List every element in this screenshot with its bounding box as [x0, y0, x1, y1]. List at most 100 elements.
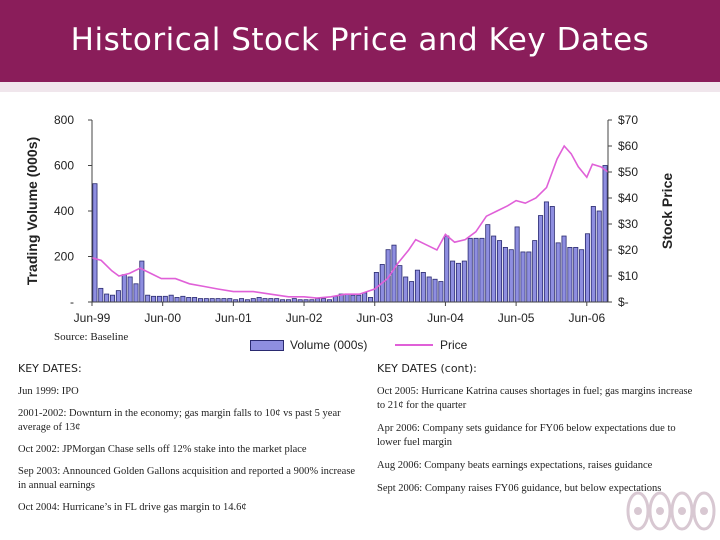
y2-tick-label: $20: [618, 243, 638, 257]
volume-bar: [555, 242, 561, 303]
volume-bar: [215, 298, 221, 303]
volume-bar: [438, 281, 444, 303]
volume-bar: [203, 298, 209, 303]
x-tick-label: Jun-06: [568, 311, 605, 325]
legend-volume-swatch: [250, 340, 284, 351]
volume-bar: [590, 206, 596, 303]
title-divider: [0, 82, 720, 92]
volume-bar: [368, 297, 374, 303]
volume-bar: [156, 295, 162, 303]
volume-bar: [110, 294, 116, 303]
volume-bar: [532, 240, 538, 303]
volume-bar: [197, 298, 203, 303]
volume-bar: [344, 293, 350, 303]
volume-bar: [262, 298, 268, 303]
key-dates-right: KEY DATES (cont): Oct 2005: Hurricane Ka…: [377, 362, 702, 505]
volume-bar: [221, 298, 227, 303]
volume-bar: [127, 276, 133, 303]
title-bar: Historical Stock Price and Key Dates: [0, 0, 720, 82]
volume-bar: [186, 297, 192, 303]
volume-bar: [526, 251, 532, 303]
volume-bar: [356, 294, 362, 303]
x-tick-label: Jun-05: [498, 311, 535, 325]
x-tick-label: Jun-02: [286, 311, 323, 325]
volume-bar: [461, 260, 467, 303]
volume-bar: [391, 244, 397, 303]
x-tick-label: Jun-00: [144, 311, 181, 325]
volume-bar: [508, 249, 514, 303]
y2-tick-label: $50: [618, 165, 638, 179]
volume-bar: [573, 246, 579, 303]
volume-bar: [426, 276, 432, 303]
y2-axis-title: Stock Price: [659, 173, 675, 249]
key-date-item: Oct 2005: Hurricane Katrina causes short…: [377, 386, 693, 411]
volume-bar: [121, 274, 127, 303]
volume-bar: [274, 298, 280, 303]
volume-bar: [538, 215, 544, 303]
volume-bar: [479, 237, 485, 303]
y2-tick-label: $10: [618, 269, 638, 283]
key-dates-cont-heading: KEY DATES (cont):: [377, 362, 477, 375]
volume-bar: [485, 224, 491, 303]
volume-bar: [561, 235, 567, 303]
y2-tick-label: $70: [618, 113, 638, 127]
volume-bar: [104, 293, 110, 303]
y-tick-label: 600: [54, 159, 74, 173]
volume-bar: [455, 262, 461, 303]
volume-bar: [420, 272, 426, 303]
key-date-item: Oct 2002: JPMorgan Chase sells off 12% s…: [18, 444, 307, 455]
volume-bar: [450, 260, 456, 303]
volume-bar: [497, 240, 503, 303]
volume-bar: [444, 235, 450, 303]
volume-bar: [268, 298, 274, 303]
volume-bar: [414, 269, 420, 303]
y-axis-title: Trading Volume (000s): [24, 137, 40, 285]
price-line: [91, 144, 609, 299]
x-tick-label: Jun-04: [427, 311, 464, 325]
volume-bar: [403, 276, 409, 303]
volume-bar: [543, 201, 549, 303]
volume-bar: [467, 237, 473, 303]
key-date-item: Aug 2006: Company beats earnings expecta…: [377, 460, 653, 471]
volume-bar: [174, 297, 180, 303]
volume-bar: [350, 294, 356, 303]
source-note: Source: Baseline: [54, 331, 129, 343]
key-date-item: Sept 2006: Company raises FY06 guidance,…: [377, 483, 662, 494]
volume-bar: [180, 295, 186, 303]
volume-bar: [491, 235, 497, 303]
y2-tick-label: $60: [618, 139, 638, 153]
volume-bar: [596, 210, 602, 303]
key-dates-heading: KEY DATES:: [18, 362, 82, 375]
volume-bar: [514, 226, 520, 303]
volume-bar: [432, 278, 438, 303]
volume-bar: [397, 265, 403, 303]
legend-price-swatch: [395, 344, 433, 346]
volume-bar: [409, 281, 415, 303]
volume-bar: [133, 283, 139, 303]
volume-bar: [520, 251, 526, 303]
y-tick-label: 800: [54, 113, 74, 127]
volume-bar: [250, 298, 256, 303]
volume-bar: [92, 183, 98, 303]
volume-bar: [256, 297, 262, 303]
volume-bar: [332, 295, 338, 303]
y2-tick-label: $-: [618, 295, 629, 309]
legend-volume-label: Volume (000s): [290, 338, 368, 352]
volume-bar: [502, 246, 508, 303]
volume-bar: [115, 290, 121, 303]
key-date-item: 2001-2002: Downturn in the economy; gas …: [18, 408, 341, 433]
x-tick-label: Jun-99: [74, 311, 111, 325]
company-logo-icon: [626, 491, 716, 531]
volume-bar: [98, 287, 104, 303]
volume-bar: [139, 260, 145, 303]
volume-bar: [209, 298, 215, 303]
volume-bar: [315, 298, 321, 303]
volume-bar: [239, 298, 245, 303]
volume-bar: [584, 233, 590, 303]
key-date-item: Oct 2004: Hurricane’s in FL drive gas ma…: [18, 502, 247, 513]
volume-bar: [602, 165, 608, 303]
x-tick-label: Jun-01: [215, 311, 252, 325]
volume-bar: [151, 295, 157, 303]
volume-bar: [227, 298, 233, 303]
volume-bar: [162, 295, 168, 303]
